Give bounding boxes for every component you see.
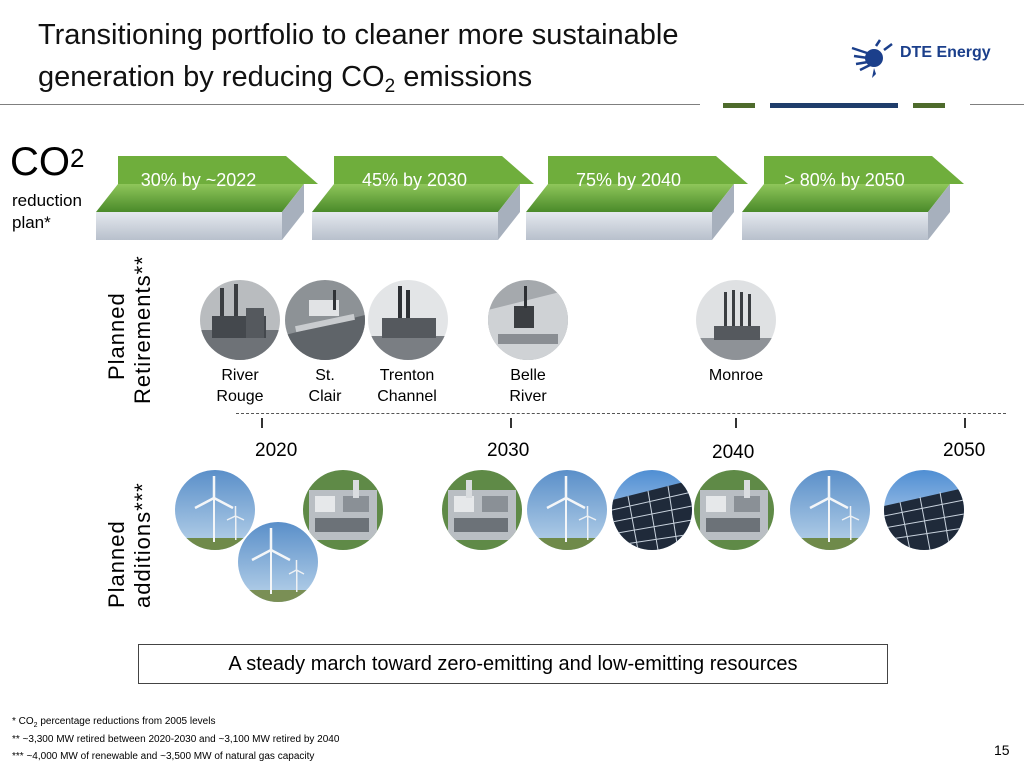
- coal-plant-icon: [368, 280, 448, 360]
- plan-step-4: > 80% by 2050: [742, 156, 964, 242]
- footnote-2: ** ~3,300 MW retired between 2020-2030 a…: [12, 734, 340, 745]
- timeline-tick-2050: [964, 418, 966, 428]
- header-rule-left: [0, 104, 700, 105]
- solar-panel-icon: [884, 470, 964, 550]
- addition-2-photo: [238, 522, 318, 602]
- plant-label-river-rouge: River Rouge: [216, 367, 264, 405]
- logo-text: DTE Energy: [900, 44, 991, 61]
- plan-step-3: 75% by 2040: [526, 156, 748, 242]
- addition-7-photo: [694, 470, 774, 550]
- accent-bar-2: [770, 103, 898, 108]
- plan-step-label: 30% by ~2022: [140, 170, 257, 190]
- addition-5-photo: [527, 470, 607, 550]
- year-2030: 2030: [487, 440, 530, 461]
- dte-logo-icon: [851, 39, 893, 78]
- addition-1-photo: [175, 470, 255, 550]
- plant-label-monroe: Monroe: [708, 367, 764, 384]
- addition-9-photo: [884, 470, 964, 550]
- addition-6-photo: [612, 470, 692, 550]
- timeline-tick-2030: [510, 418, 512, 428]
- title-line-2: generation by reducing CO2 emissions: [38, 61, 533, 97]
- plant-label-trenton-channel: Trenton Channel: [377, 367, 437, 405]
- belle-river-photo: [488, 280, 568, 360]
- plant-label-belle-river: Belle River: [509, 367, 547, 405]
- addition-4-photo: [442, 470, 522, 550]
- timeline-tick-2040: [735, 418, 737, 428]
- wind-turbine-icon: [175, 470, 255, 550]
- gas-plant-icon: [303, 470, 383, 550]
- solar-panel-icon: [612, 470, 692, 550]
- coal-plant-icon: [696, 280, 776, 360]
- gas-plant-icon: [694, 470, 774, 550]
- summary-box: A steady march toward zero-emitting and …: [138, 644, 888, 684]
- plan-step-1: 30% by ~2022: [96, 156, 318, 242]
- timeline-tick-2020: [261, 418, 263, 428]
- coal-plant-icon: [488, 280, 568, 360]
- wind-turbine-icon: [527, 470, 607, 550]
- monroe-photo: [696, 280, 776, 360]
- dte-logo: DTE Energy: [850, 38, 1010, 82]
- co2-subtitle: reduction plan*: [12, 191, 82, 232]
- footnote-3: *** ~4,000 MW of renewable and ~3,500 MW…: [12, 751, 315, 762]
- timeline-line: [236, 413, 1006, 414]
- wind-turbine-icon: [238, 522, 318, 602]
- accent-bar-3: [913, 103, 945, 108]
- addition-3-photo: [303, 470, 383, 550]
- plan-step-label: 75% by 2040: [575, 170, 682, 190]
- trenton-channel-photo: [368, 280, 448, 360]
- plan-step-label: > 80% by 2050: [784, 170, 905, 190]
- accent-bar-1: [723, 103, 755, 108]
- year-2050: 2050: [943, 440, 986, 461]
- river-rouge-photo: [200, 280, 280, 360]
- addition-8-photo: [790, 470, 870, 550]
- footnote-1: * CO2 percentage reductions from 2005 le…: [12, 716, 216, 729]
- year-2040: 2040: [712, 442, 755, 463]
- header-rule-right: [970, 104, 1024, 105]
- wind-turbine-icon: [790, 470, 870, 550]
- plant-label-st-clair: St. Clair: [308, 367, 342, 405]
- coal-plant-icon: [200, 280, 280, 360]
- plan-step-2: 45% by 2030: [312, 156, 534, 242]
- title-line-1: Transitioning portfolio to cleaner more …: [38, 19, 679, 51]
- coal-plant-icon: [285, 280, 365, 360]
- co2-heading: CO2: [10, 140, 85, 184]
- additions-side-label: Planned additions***: [104, 482, 155, 608]
- gas-plant-icon: [442, 470, 522, 550]
- slide-title: Transitioning portfolio to cleaner more …: [38, 14, 679, 108]
- page-number: 15: [994, 742, 1010, 758]
- plan-step-label: 45% by 2030: [361, 170, 468, 190]
- retirements-side-label: Planned Retirements**: [104, 255, 155, 404]
- year-2020: 2020: [255, 440, 298, 461]
- st-clair-photo: [285, 280, 365, 360]
